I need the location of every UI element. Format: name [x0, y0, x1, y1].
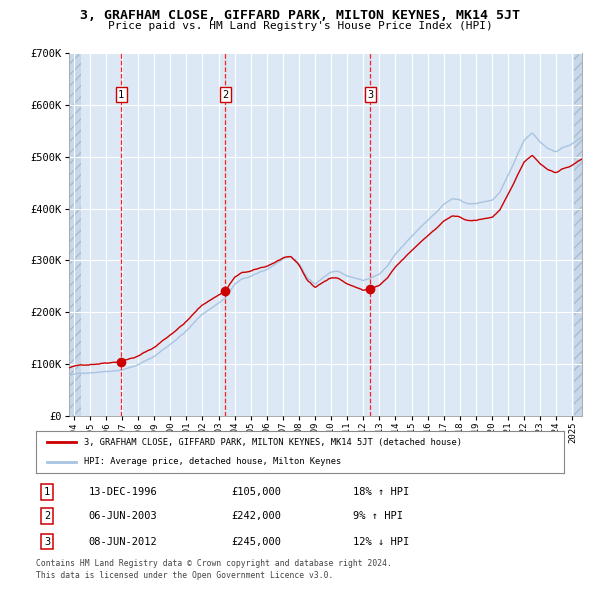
Text: 08-JUN-2012: 08-JUN-2012: [89, 536, 158, 546]
Text: 3, GRAFHAM CLOSE, GIFFARD PARK, MILTON KEYNES, MK14 5JT (detached house): 3, GRAFHAM CLOSE, GIFFARD PARK, MILTON K…: [83, 438, 461, 447]
Text: 1: 1: [44, 487, 50, 497]
Text: £105,000: £105,000: [232, 487, 281, 497]
Text: Contains HM Land Registry data © Crown copyright and database right 2024.: Contains HM Land Registry data © Crown c…: [36, 559, 392, 568]
Text: Price paid vs. HM Land Registry's House Price Index (HPI): Price paid vs. HM Land Registry's House …: [107, 21, 493, 31]
Text: 1: 1: [118, 90, 124, 100]
Text: This data is licensed under the Open Government Licence v3.0.: This data is licensed under the Open Gov…: [36, 571, 334, 579]
Text: 12% ↓ HPI: 12% ↓ HPI: [353, 536, 409, 546]
Text: 3: 3: [367, 90, 373, 100]
Text: HPI: Average price, detached house, Milton Keynes: HPI: Average price, detached house, Milt…: [83, 457, 341, 466]
Text: 18% ↑ HPI: 18% ↑ HPI: [353, 487, 409, 497]
Text: 06-JUN-2003: 06-JUN-2003: [89, 512, 158, 521]
Text: 3: 3: [44, 536, 50, 546]
Text: 9% ↑ HPI: 9% ↑ HPI: [353, 512, 403, 521]
Text: £242,000: £242,000: [232, 512, 281, 521]
Bar: [69, 53, 80, 416]
Text: 2: 2: [223, 90, 229, 100]
Bar: [574, 53, 582, 416]
Text: 2: 2: [44, 512, 50, 521]
Text: 3, GRAFHAM CLOSE, GIFFARD PARK, MILTON KEYNES, MK14 5JT: 3, GRAFHAM CLOSE, GIFFARD PARK, MILTON K…: [80, 9, 520, 22]
Text: £245,000: £245,000: [232, 536, 281, 546]
Text: 13-DEC-1996: 13-DEC-1996: [89, 487, 158, 497]
